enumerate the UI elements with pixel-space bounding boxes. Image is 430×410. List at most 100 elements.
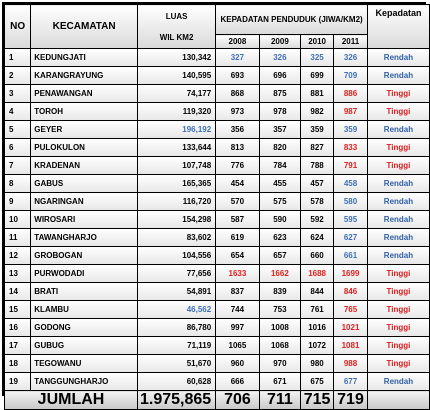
row-luas: 104,556 [137,246,217,265]
row-kategori: Rendah [366,228,430,247]
row-density-2008: 587 [215,210,260,229]
row-density-2008: 1633 [215,264,260,283]
row-kecamatan: TAWANGHARJO [30,228,139,247]
row-density-2008: 1065 [215,336,260,355]
row-density-2011: 627 [333,228,368,247]
row-density-2008: 868 [215,84,260,103]
row-density-2011: 326 [333,48,368,67]
table-row: 17 GUBUG 71,119 1065 1068 1072 1081 Tinggi [3,336,430,355]
header-luas: LUAS WIL KM2 [137,4,217,49]
row-kecamatan: PURWODADI [30,264,139,283]
row-kategori: Rendah [366,174,430,193]
table-body: 1 KEDUNGJATI 130,342 327 326 325 326 Rendah 2 KAR… [3,48,430,391]
row-no: 7 [3,156,32,175]
row-density-2009: 784 [258,156,302,175]
table-row: 19 TANGGUNGHARJO 60,628 666 671 675 677 Rendah [3,372,430,391]
row-density-2011: 846 [333,282,368,301]
row-luas: 196,192 [137,120,217,139]
row-density-2009: 671 [258,372,302,391]
row-kategori: Tinggi [366,264,430,283]
row-density-2010: 788 [300,156,335,175]
row-density-2011: 580 [333,192,368,211]
row-density-2010: 980 [300,354,335,373]
row-density-2011: 765 [333,300,368,319]
row-density-2011: 661 [333,246,368,265]
row-density-2009: 970 [258,354,302,373]
row-density-2010: 578 [300,192,335,211]
table-row: 16 GODONG 86,780 997 1008 1016 1021 Tinggi [3,318,430,337]
row-kecamatan: TOROH [30,102,139,121]
row-kategori: Tinggi [366,318,430,337]
row-density-2009: 590 [258,210,302,229]
row-density-2009: 839 [258,282,302,301]
row-density-2008: 666 [215,372,260,391]
row-kategori: Tinggi [366,300,430,319]
row-luas: 154,298 [137,210,217,229]
row-no: 18 [3,354,32,373]
row-luas: 77,656 [137,264,217,283]
row-kategori: Tinggi [366,102,430,121]
row-no: 8 [3,174,32,193]
row-no: 16 [3,318,32,337]
row-kategori: Rendah [366,210,430,229]
table-row: 2 KARANGRAYUNG 140,595 693 696 699 709 Rendah [3,66,430,85]
row-kecamatan: NGARINGAN [30,192,139,211]
row-no: 4 [3,102,32,121]
row-luas: 60,628 [137,372,217,391]
row-luas: 74,177 [137,84,217,103]
row-density-2011: 987 [333,102,368,121]
row-kecamatan: KARANGRAYUNG [30,66,139,85]
row-density-2009: 326 [258,48,302,67]
table-row: 6 PULOKULON 133,644 813 820 827 833 Tinggi [3,138,430,157]
row-density-2011: 458 [333,174,368,193]
row-density-2010: 325 [300,48,335,67]
row-no: 12 [3,246,32,265]
table-row: 4 TOROH 119,320 973 978 982 987 Tinggi [3,102,430,121]
header-kepadatan-group: KEPADATAN PENDUDUK (JIWA/KM2) [215,4,368,35]
row-kecamatan: WIROSARI [30,210,139,229]
row-kategori: Tinggi [366,84,430,103]
row-kecamatan: TEGOWANU [30,354,139,373]
row-kecamatan: TANGGUNGHARJO [30,372,139,391]
row-density-2009: 820 [258,138,302,157]
row-kategori: Tinggi [366,282,430,301]
row-kategori: Rendah [366,372,430,391]
table-row: 13 PURWODADI 77,656 1633 1662 1688 1699 Tinggi [3,264,430,283]
row-density-2010: 844 [300,282,335,301]
row-no: 1 [3,48,32,67]
row-density-2008: 776 [215,156,260,175]
row-luas: 86,780 [137,318,217,337]
row-density-2009: 1008 [258,318,302,337]
row-no: 15 [3,300,32,319]
row-kecamatan: GODONG [30,318,139,337]
row-kategori: Tinggi [366,336,430,355]
row-kecamatan: PULOKULON [30,138,139,157]
row-density-2011: 833 [333,138,368,157]
row-density-2009: 455 [258,174,302,193]
row-density-2011: 791 [333,156,368,175]
header-year-2010: 2010 [300,34,335,49]
total-2009: 711 [258,390,302,410]
row-density-2008: 570 [215,192,260,211]
header-no: NO [3,4,32,49]
row-luas: 51,670 [137,354,217,373]
row-luas: 140,595 [137,66,217,85]
row-no: 6 [3,138,32,157]
row-density-2011: 595 [333,210,368,229]
row-no: 14 [3,282,32,301]
row-density-2010: 1688 [300,264,335,283]
row-no: 9 [3,192,32,211]
row-density-2010: 1016 [300,318,335,337]
row-kecamatan: GUBUG [30,336,139,355]
header-luas-line1: LUAS [165,11,188,21]
row-no: 10 [3,210,32,229]
row-no: 3 [3,84,32,103]
table-row: 9 NGARINGAN 116,720 570 575 578 580 Rendah [3,192,430,211]
row-density-2009: 696 [258,66,302,85]
row-luas: 130,342 [137,48,217,67]
row-kecamatan: KRADENAN [30,156,139,175]
row-kategori: Rendah [366,246,430,265]
row-density-2011: 988 [333,354,368,373]
row-no: 13 [3,264,32,283]
row-kategori: Rendah [366,192,430,211]
